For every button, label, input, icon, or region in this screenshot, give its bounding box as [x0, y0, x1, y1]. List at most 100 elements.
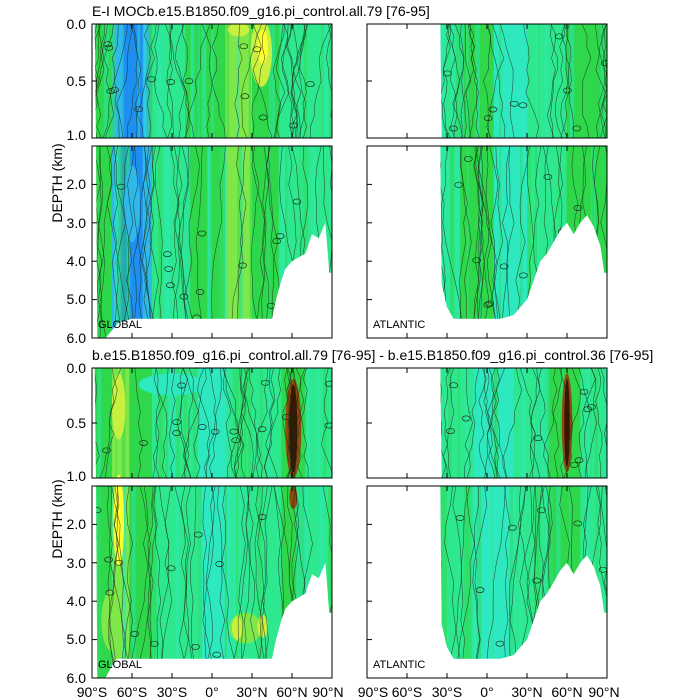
- texture-streak: [527, 146, 531, 319]
- texture-streak: [328, 24, 332, 138]
- texture-streak: [428, 368, 432, 478]
- texture-streak: [328, 486, 332, 678]
- contour-band: [225, 486, 282, 678]
- contour-line: [407, 368, 424, 478]
- texture-streak: [440, 146, 445, 319]
- contour-line: [155, 146, 164, 338]
- texture-streak: [209, 24, 213, 138]
- texture-streak: [520, 146, 523, 319]
- contour-line: [254, 146, 268, 338]
- contour-line: [398, 24, 411, 138]
- contour-line: [555, 24, 565, 138]
- contour-line: [448, 24, 461, 138]
- contour-patch: [257, 29, 269, 64]
- contour-line: [578, 368, 596, 478]
- texture-streak: [389, 146, 395, 319]
- contour-line: [242, 368, 263, 478]
- texture-streak: [207, 146, 212, 338]
- contour-loop: [446, 428, 455, 435]
- texture-streak: [277, 486, 279, 678]
- contour-loop: [475, 587, 485, 593]
- contour-loop: [163, 251, 172, 258]
- x-tick-label: 0°: [205, 684, 218, 700]
- contour-line: [500, 24, 515, 138]
- contour-line: [493, 368, 507, 478]
- contour-line: [448, 24, 458, 138]
- texture-streak: [536, 486, 541, 659]
- contour-loop: [104, 44, 114, 51]
- region-label-atlantic-bottom: ATLANTIC: [373, 659, 425, 671]
- contour-line: [255, 486, 265, 678]
- texture-streak: [594, 368, 599, 478]
- contour-line: [393, 368, 406, 478]
- contour-line: [598, 24, 607, 138]
- deep-ocean-field: [92, 486, 332, 678]
- contour-line: [275, 24, 286, 138]
- texture-streak: [493, 368, 497, 478]
- contour-line: [411, 24, 419, 138]
- texture-streak: [280, 146, 286, 338]
- contour-line: [594, 24, 607, 138]
- texture-streak: [535, 146, 537, 319]
- texture-streak: [590, 368, 592, 478]
- contour-loop: [257, 426, 267, 433]
- texture-streak: [476, 486, 482, 659]
- texture-streak: [200, 24, 203, 138]
- contour-line: [126, 24, 138, 138]
- contour-line: [454, 486, 479, 659]
- texture-streak: [193, 368, 199, 478]
- texture-streak: [446, 146, 448, 319]
- contour-band: [185, 24, 226, 138]
- contour-loop: [543, 173, 553, 180]
- contour-loop: [449, 125, 458, 132]
- contour-band: [225, 368, 282, 478]
- contour-loop: [574, 457, 584, 464]
- contour-line: [329, 146, 332, 338]
- contour-line: [404, 486, 418, 659]
- texture-streak: [373, 24, 376, 138]
- texture-streak: [397, 24, 402, 138]
- texture-streak: [204, 24, 207, 138]
- contour-line: [472, 486, 488, 659]
- texture-streak: [171, 368, 177, 478]
- bottom-panel-title: b.e15.B1850.f09_g16.pi_control.all.79 [7…: [92, 347, 653, 363]
- texture-streak: [282, 486, 288, 678]
- contour-loop: [229, 428, 239, 435]
- texture-streak: [240, 146, 244, 338]
- contour-line: [473, 146, 482, 319]
- texture-streak: [545, 486, 549, 659]
- texture-streak: [146, 486, 149, 678]
- texture-streak: [126, 146, 131, 338]
- contour-band: [580, 368, 607, 478]
- contour-line: [486, 368, 501, 478]
- contour-line: [544, 368, 563, 478]
- contour-line: [519, 368, 536, 478]
- contour-line: [116, 24, 132, 138]
- contour-line: [290, 24, 306, 138]
- contour-line: [465, 486, 481, 659]
- contour-line: [377, 24, 386, 138]
- contour-band: [473, 486, 515, 659]
- contour-line: [503, 368, 523, 478]
- texture-streak: [246, 486, 248, 678]
- texture-streak: [465, 24, 469, 138]
- contour-loop: [238, 262, 247, 269]
- texture-streak: [458, 368, 460, 478]
- texture-streak: [217, 368, 222, 478]
- contour-band: [460, 146, 495, 319]
- texture-streak: [190, 24, 193, 138]
- texture-streak: [154, 486, 157, 678]
- contour-line: [489, 146, 500, 319]
- texture-streak: [330, 486, 332, 678]
- contour-line: [442, 24, 451, 138]
- texture-streak: [123, 486, 126, 678]
- texture-streak: [192, 368, 198, 478]
- texture-streak: [409, 486, 414, 659]
- contour-line: [581, 24, 592, 138]
- contour-loop: [442, 70, 452, 77]
- contour-line: [404, 24, 415, 138]
- contour-line: [169, 368, 176, 478]
- contour-line: [410, 368, 423, 478]
- texture-streak: [537, 146, 540, 319]
- contour-loop: [533, 435, 543, 442]
